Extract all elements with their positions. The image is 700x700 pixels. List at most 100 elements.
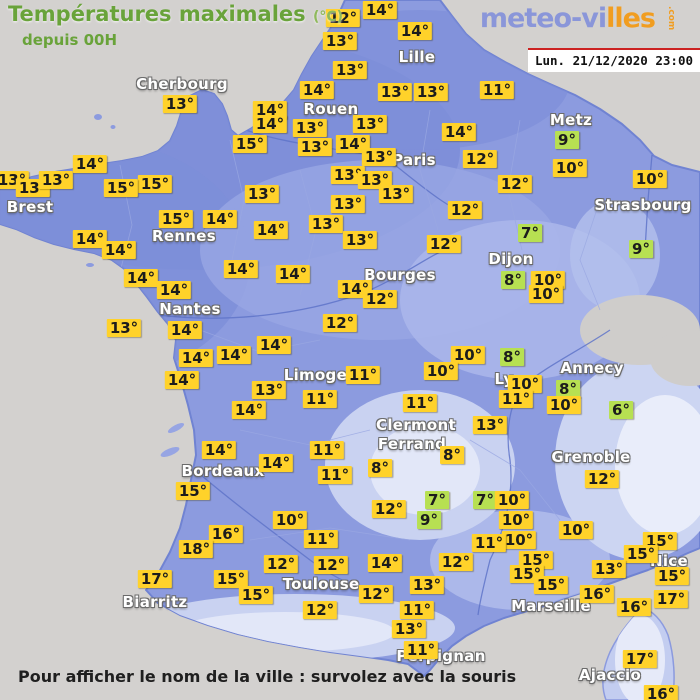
temp-label[interactable]: 11° (399, 601, 435, 619)
temp-label[interactable]: 13° (391, 620, 427, 638)
temp-label[interactable]: 14° (202, 210, 238, 228)
temp-label[interactable]: 13° (378, 185, 414, 203)
temp-label[interactable]: 11° (303, 530, 339, 548)
temp-label[interactable]: 13° (472, 416, 508, 434)
temp-label[interactable]: 13° (332, 61, 368, 79)
temp-label[interactable]: 10° (501, 531, 537, 549)
temp-label[interactable]: 10° (528, 285, 564, 303)
temp-label[interactable]: 14° (441, 123, 477, 141)
temp-label[interactable]: 14° (156, 281, 192, 299)
temp-label[interactable]: 14° (253, 221, 289, 239)
temp-label[interactable]: 10° (272, 511, 308, 529)
temp-label[interactable]: 14° (335, 135, 371, 153)
temp-label[interactable]: 10° (507, 375, 543, 393)
temp-label[interactable]: 12° (438, 553, 474, 571)
temp-label[interactable]: 13° (352, 115, 388, 133)
temp-label[interactable]: 14° (167, 321, 203, 339)
temp-label[interactable]: 13° (413, 83, 449, 101)
temp-label[interactable]: 10° (498, 511, 534, 529)
temp-label[interactable]: 14° (231, 401, 267, 419)
temp-label[interactable]: 15° (518, 551, 554, 569)
temp-label[interactable]: 7° (425, 491, 449, 509)
temp-label[interactable]: 12° (584, 470, 620, 488)
temp-label[interactable]: 13° (330, 166, 366, 184)
temp-label[interactable]: 15° (238, 586, 274, 604)
temp-label[interactable]: 11° (498, 390, 534, 408)
temp-label[interactable]: 12° (358, 585, 394, 603)
temp-label[interactable]: 15° (137, 175, 173, 193)
temp-label[interactable]: 9° (555, 131, 579, 149)
temp-label[interactable]: 8° (368, 459, 392, 477)
temp-label[interactable]: 14° (299, 81, 335, 99)
temp-label[interactable]: 10° (546, 396, 582, 414)
temp-label[interactable]: 14° (201, 441, 237, 459)
temp-label[interactable]: 14° (216, 346, 252, 364)
temp-label[interactable]: 10° (558, 521, 594, 539)
temp-label[interactable]: 12° (371, 500, 407, 518)
temp-label[interactable]: 15° (103, 179, 139, 197)
temp-label[interactable]: 13° (342, 231, 378, 249)
temp-label[interactable]: 10° (450, 346, 486, 364)
temp-label[interactable]: 16° (616, 598, 652, 616)
temp-label[interactable]: 15° (623, 545, 659, 563)
temp-label[interactable]: 15° (232, 135, 268, 153)
temp-label[interactable]: 11° (302, 390, 338, 408)
temp-label[interactable]: 11° (471, 534, 507, 552)
temp-label[interactable]: 15° (158, 210, 194, 228)
temp-label[interactable]: 7° (473, 491, 497, 509)
temp-label[interactable]: 14° (72, 230, 108, 248)
temp-label[interactable]: 16° (579, 585, 615, 603)
temp-label[interactable]: 14° (256, 336, 292, 354)
temp-label[interactable]: 12° (325, 9, 361, 27)
temp-label[interactable]: 14° (101, 241, 137, 259)
temp-label[interactable]: 13° (292, 119, 328, 137)
temp-label[interactable]: 13° (330, 195, 366, 213)
temp-label[interactable]: 12° (322, 314, 358, 332)
temp-label[interactable]: 11° (309, 441, 345, 459)
temp-label[interactable]: 8° (501, 271, 525, 289)
temp-label[interactable]: 12° (263, 555, 299, 573)
temp-label[interactable]: 13° (361, 148, 397, 166)
temp-label[interactable]: 11° (402, 394, 438, 412)
temp-label[interactable]: 11° (479, 81, 515, 99)
temp-label[interactable]: 13° (322, 32, 358, 50)
temp-label[interactable]: 9° (417, 511, 441, 529)
temp-label[interactable]: 10° (530, 271, 566, 289)
temp-label[interactable]: 7° (518, 224, 542, 242)
temp-label[interactable]: 14° (164, 371, 200, 389)
temp-label[interactable]: 13° (297, 138, 333, 156)
temp-label[interactable]: 8° (440, 446, 464, 464)
temp-label[interactable]: 11° (317, 466, 353, 484)
temp-label[interactable]: 12° (447, 201, 483, 219)
temp-label[interactable]: 12° (426, 235, 462, 253)
temp-label[interactable]: 13° (409, 576, 445, 594)
temp-label[interactable]: 15° (533, 576, 569, 594)
temp-label[interactable]: 14° (178, 349, 214, 367)
temp-label[interactable]: 16° (643, 685, 679, 700)
temp-label[interactable]: 14° (252, 115, 288, 133)
temp-label[interactable]: 12° (313, 556, 349, 574)
temp-label[interactable]: 13° (251, 381, 287, 399)
temp-label[interactable]: 9° (629, 240, 653, 258)
temp-label[interactable]: 6° (609, 401, 633, 419)
temp-label[interactable]: 13° (308, 215, 344, 233)
temp-label[interactable]: 14° (275, 265, 311, 283)
temp-label[interactable]: 11° (345, 366, 381, 384)
temp-label[interactable]: 10° (423, 362, 459, 380)
temp-label[interactable]: 12° (302, 601, 338, 619)
temp-label[interactable]: 15° (175, 482, 211, 500)
temp-label[interactable]: 16° (208, 525, 244, 543)
temp-label[interactable]: 14° (72, 155, 108, 173)
temp-label[interactable]: 8° (556, 380, 580, 398)
temp-label[interactable]: 14° (367, 554, 403, 572)
temp-label[interactable]: 18° (178, 540, 214, 558)
temp-label[interactable]: 15° (654, 567, 690, 585)
temp-label[interactable]: 10° (552, 159, 588, 177)
temp-label[interactable]: 14° (258, 454, 294, 472)
temp-label[interactable]: 11° (403, 641, 439, 659)
temp-label[interactable]: 13° (244, 185, 280, 203)
temp-label[interactable]: 17° (622, 650, 658, 668)
temp-label[interactable]: 8° (500, 348, 524, 366)
temp-label[interactable]: 14° (223, 260, 259, 278)
temp-label[interactable]: 14° (362, 1, 398, 19)
